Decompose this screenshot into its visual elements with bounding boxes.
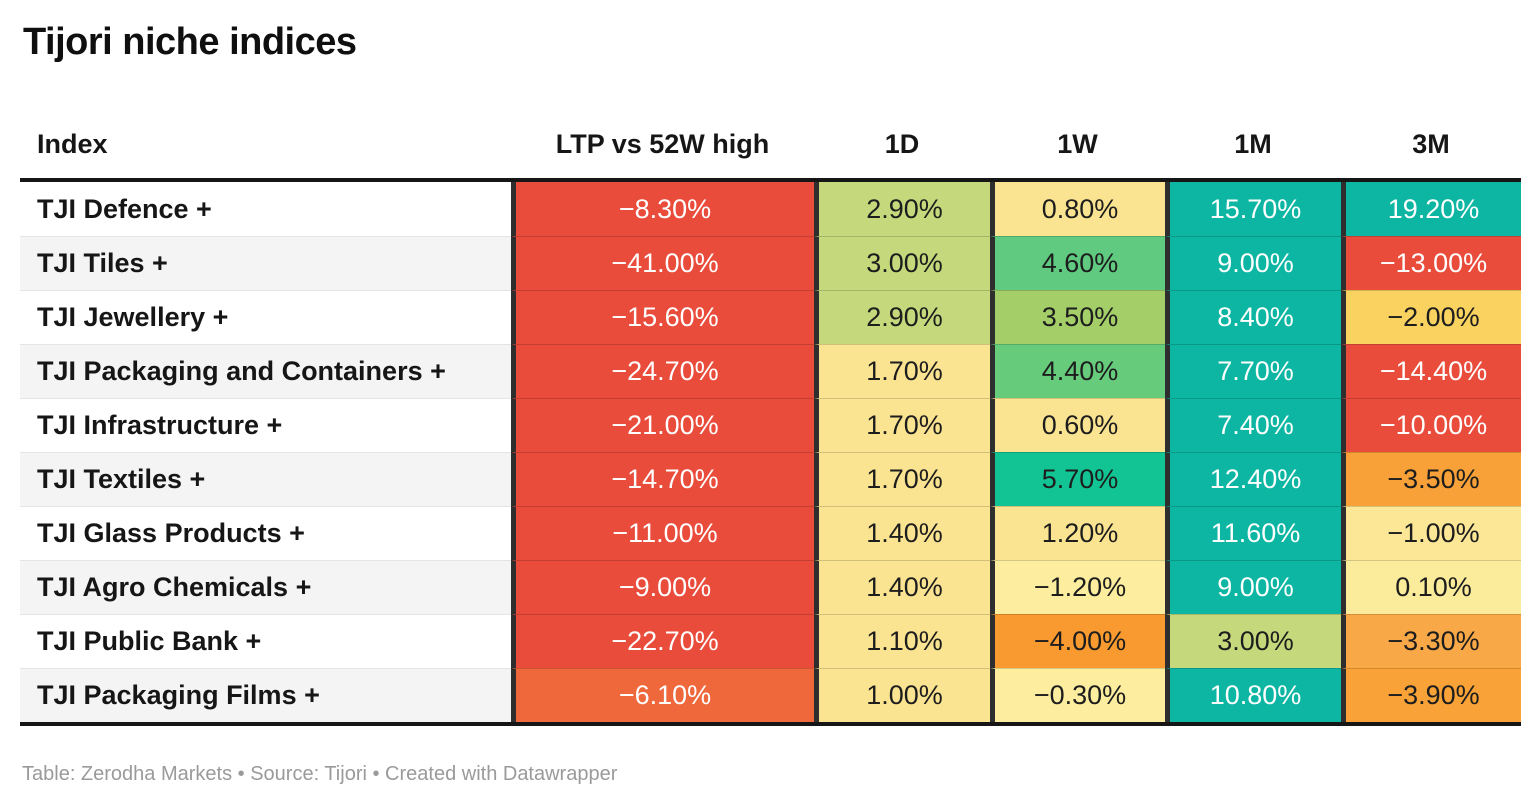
value-cell-ltp-vs-52w-high: −24.70%: [511, 344, 814, 398]
value-cell-3m: 0.10%: [1341, 560, 1521, 614]
value-cell-1d: 1.00%: [814, 668, 990, 722]
index-name-cell: TJI Defence +: [20, 182, 511, 236]
value-cell-3m: −13.00%: [1341, 236, 1521, 290]
value-cell-1m: 12.40%: [1165, 452, 1341, 506]
value-cell-1m: 9.00%: [1165, 560, 1341, 614]
index-name-cell: TJI Infrastructure +: [20, 398, 511, 452]
value-cell-3m: −1.00%: [1341, 506, 1521, 560]
value-cell-1d: 1.10%: [814, 614, 990, 668]
value-cell-ltp-vs-52w-high: −9.00%: [511, 560, 814, 614]
column-header-ltp-vs-52w-high: LTP vs 52W high: [555, 128, 770, 159]
value-cell-1w: 0.80%: [990, 182, 1165, 236]
index-name-cell: TJI Public Bank +: [20, 614, 511, 668]
table-row: TJI Packaging and Containers + −24.70% 1.7…: [20, 344, 1521, 398]
value-cell-1d: 3.00%: [814, 236, 990, 290]
value-cell-1m: 8.40%: [1165, 290, 1341, 344]
column-header-3m: 3M: [1412, 128, 1450, 159]
value-cell-3m: 19.20%: [1341, 182, 1521, 236]
value-cell-3m: −3.30%: [1341, 614, 1521, 668]
table-row: TJI Defence + −8.30% 2.90% 0.80% 15.70% 19.20…: [20, 182, 1521, 236]
index-name-cell: TJI Textiles +: [20, 452, 511, 506]
value-cell-1d: 1.70%: [814, 344, 990, 398]
table-body: TJI Defence + −8.30% 2.90% 0.80% 15.70% 19.20…: [20, 178, 1521, 726]
value-cell-1w: −1.20%: [990, 560, 1165, 614]
value-cell-1w: 3.50%: [990, 290, 1165, 344]
value-cell-ltp-vs-52w-high: −41.00%: [511, 236, 814, 290]
table-row: TJI Infrastructure + −21.00% 1.70% 0.60% 7.4…: [20, 398, 1521, 452]
indices-heatmap-table: Index LTP vs 52W high 1D 1W 1M 3M TJI De…: [20, 110, 1521, 726]
value-cell-1w: 4.40%: [990, 344, 1165, 398]
column-header-index: Index: [37, 128, 108, 159]
value-cell-ltp-vs-52w-high: −6.10%: [511, 668, 814, 722]
value-cell-1m: 7.70%: [1165, 344, 1341, 398]
page-title: Tijori niche indices: [23, 21, 357, 63]
index-name-cell: TJI Agro Chemicals +: [20, 560, 511, 614]
attribution-text: Table: Zerodha Markets • Source: Tijori …: [22, 763, 618, 785]
value-cell-ltp-vs-52w-high: −8.30%: [511, 182, 814, 236]
value-cell-1w: 4.60%: [990, 236, 1165, 290]
value-cell-3m: −3.90%: [1341, 668, 1521, 722]
table-row: TJI Tiles + −41.00% 3.00% 4.60% 9.00% −13.00%: [20, 236, 1521, 290]
table-row: TJI Packaging Films + −6.10% 1.00% −0.30% 10…: [20, 668, 1521, 722]
value-cell-1m: 11.60%: [1165, 506, 1341, 560]
value-cell-3m: −3.50%: [1341, 452, 1521, 506]
index-name-cell: TJI Packaging and Containers +: [20, 344, 511, 398]
value-cell-1m: 7.40%: [1165, 398, 1341, 452]
column-header-1m: 1M: [1234, 128, 1272, 159]
value-cell-1w: 0.60%: [990, 398, 1165, 452]
value-cell-3m: −14.40%: [1341, 344, 1521, 398]
value-cell-1d: 1.70%: [814, 398, 990, 452]
table-row: TJI Public Bank + −22.70% 1.10% −4.00% 3.00%…: [20, 614, 1521, 668]
value-cell-1m: 3.00%: [1165, 614, 1341, 668]
value-cell-1w: 5.70%: [990, 452, 1165, 506]
value-cell-ltp-vs-52w-high: −14.70%: [511, 452, 814, 506]
value-cell-ltp-vs-52w-high: −21.00%: [511, 398, 814, 452]
column-header-1w: 1W: [1057, 128, 1098, 159]
value-cell-1m: 10.80%: [1165, 668, 1341, 722]
index-name-cell: TJI Packaging Films +: [20, 668, 511, 722]
table-row: TJI Agro Chemicals + −9.00% 1.40% −1.20% 9.0…: [20, 560, 1521, 614]
value-cell-1m: 9.00%: [1165, 236, 1341, 290]
value-cell-1w: −4.00%: [990, 614, 1165, 668]
table-row: TJI Textiles + −14.70% 1.70% 5.70% 12.40% −3.…: [20, 452, 1521, 506]
value-cell-1w: 1.20%: [990, 506, 1165, 560]
index-name-cell: TJI Tiles +: [20, 236, 511, 290]
table-row: TJI Glass Products + −11.00% 1.40% 1.20% 11.…: [20, 506, 1521, 560]
value-cell-3m: −10.00%: [1341, 398, 1521, 452]
value-cell-1d: 1.70%: [814, 452, 990, 506]
value-cell-1d: 1.40%: [814, 560, 990, 614]
value-cell-ltp-vs-52w-high: −11.00%: [511, 506, 814, 560]
value-cell-1d: 2.90%: [814, 290, 990, 344]
index-name-cell: TJI Jewellery +: [20, 290, 511, 344]
table-header-row: Index LTP vs 52W high 1D 1W 1M 3M: [20, 110, 1521, 178]
value-cell-1w: −0.30%: [990, 668, 1165, 722]
column-header-1d: 1D: [884, 128, 920, 159]
value-cell-1d: 1.40%: [814, 506, 990, 560]
value-cell-1d: 2.90%: [814, 182, 990, 236]
value-cell-1m: 15.70%: [1165, 182, 1341, 236]
value-cell-ltp-vs-52w-high: −22.70%: [511, 614, 814, 668]
index-name-cell: TJI Glass Products +: [20, 506, 511, 560]
table-row: TJI Jewellery + −15.60% 2.90% 3.50% 8.40% −2.…: [20, 290, 1521, 344]
value-cell-3m: −2.00%: [1341, 290, 1521, 344]
value-cell-ltp-vs-52w-high: −15.60%: [511, 290, 814, 344]
